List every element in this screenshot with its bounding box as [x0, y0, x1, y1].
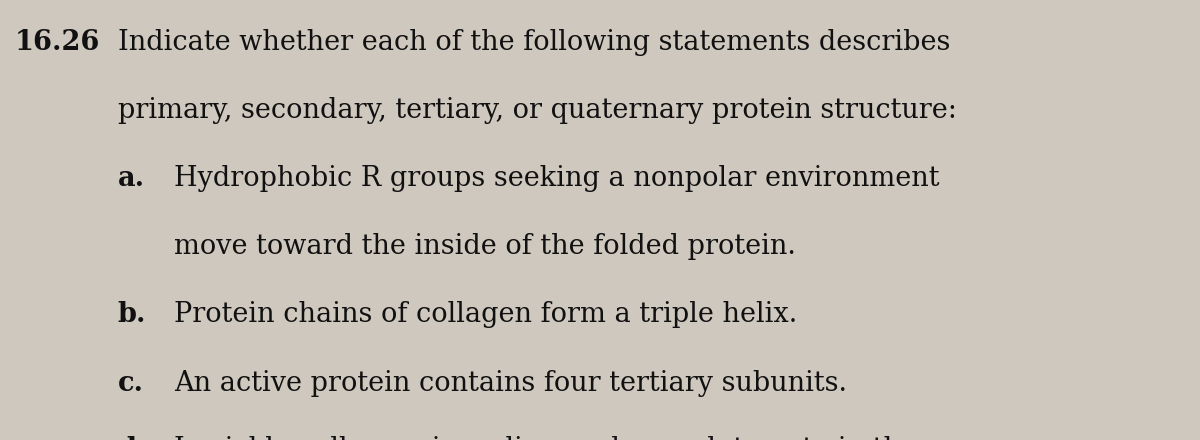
Text: 16.26: 16.26 — [14, 29, 100, 55]
Text: Hydrophobic R groups seeking a nonpolar environment: Hydrophobic R groups seeking a nonpolar … — [174, 165, 940, 192]
Text: a.: a. — [118, 165, 145, 192]
Text: Protein chains of collagen form a triple helix.: Protein chains of collagen form a triple… — [174, 301, 797, 328]
Text: b.: b. — [118, 301, 146, 328]
Text: move toward the inside of the folded protein.: move toward the inside of the folded pro… — [174, 233, 796, 260]
Text: c.: c. — [118, 370, 144, 396]
Text: Indicate whether each of the following statements describes: Indicate whether each of the following s… — [118, 29, 950, 55]
Text: primary, secondary, tertiary, or quaternary protein structure:: primary, secondary, tertiary, or quatern… — [118, 97, 956, 124]
Text: d.: d. — [118, 436, 146, 440]
Text: In sickle-cell anemia, valine replaces glutamate in the: In sickle-cell anemia, valine replaces g… — [174, 436, 917, 440]
Text: An active protein contains four tertiary subunits.: An active protein contains four tertiary… — [174, 370, 847, 396]
